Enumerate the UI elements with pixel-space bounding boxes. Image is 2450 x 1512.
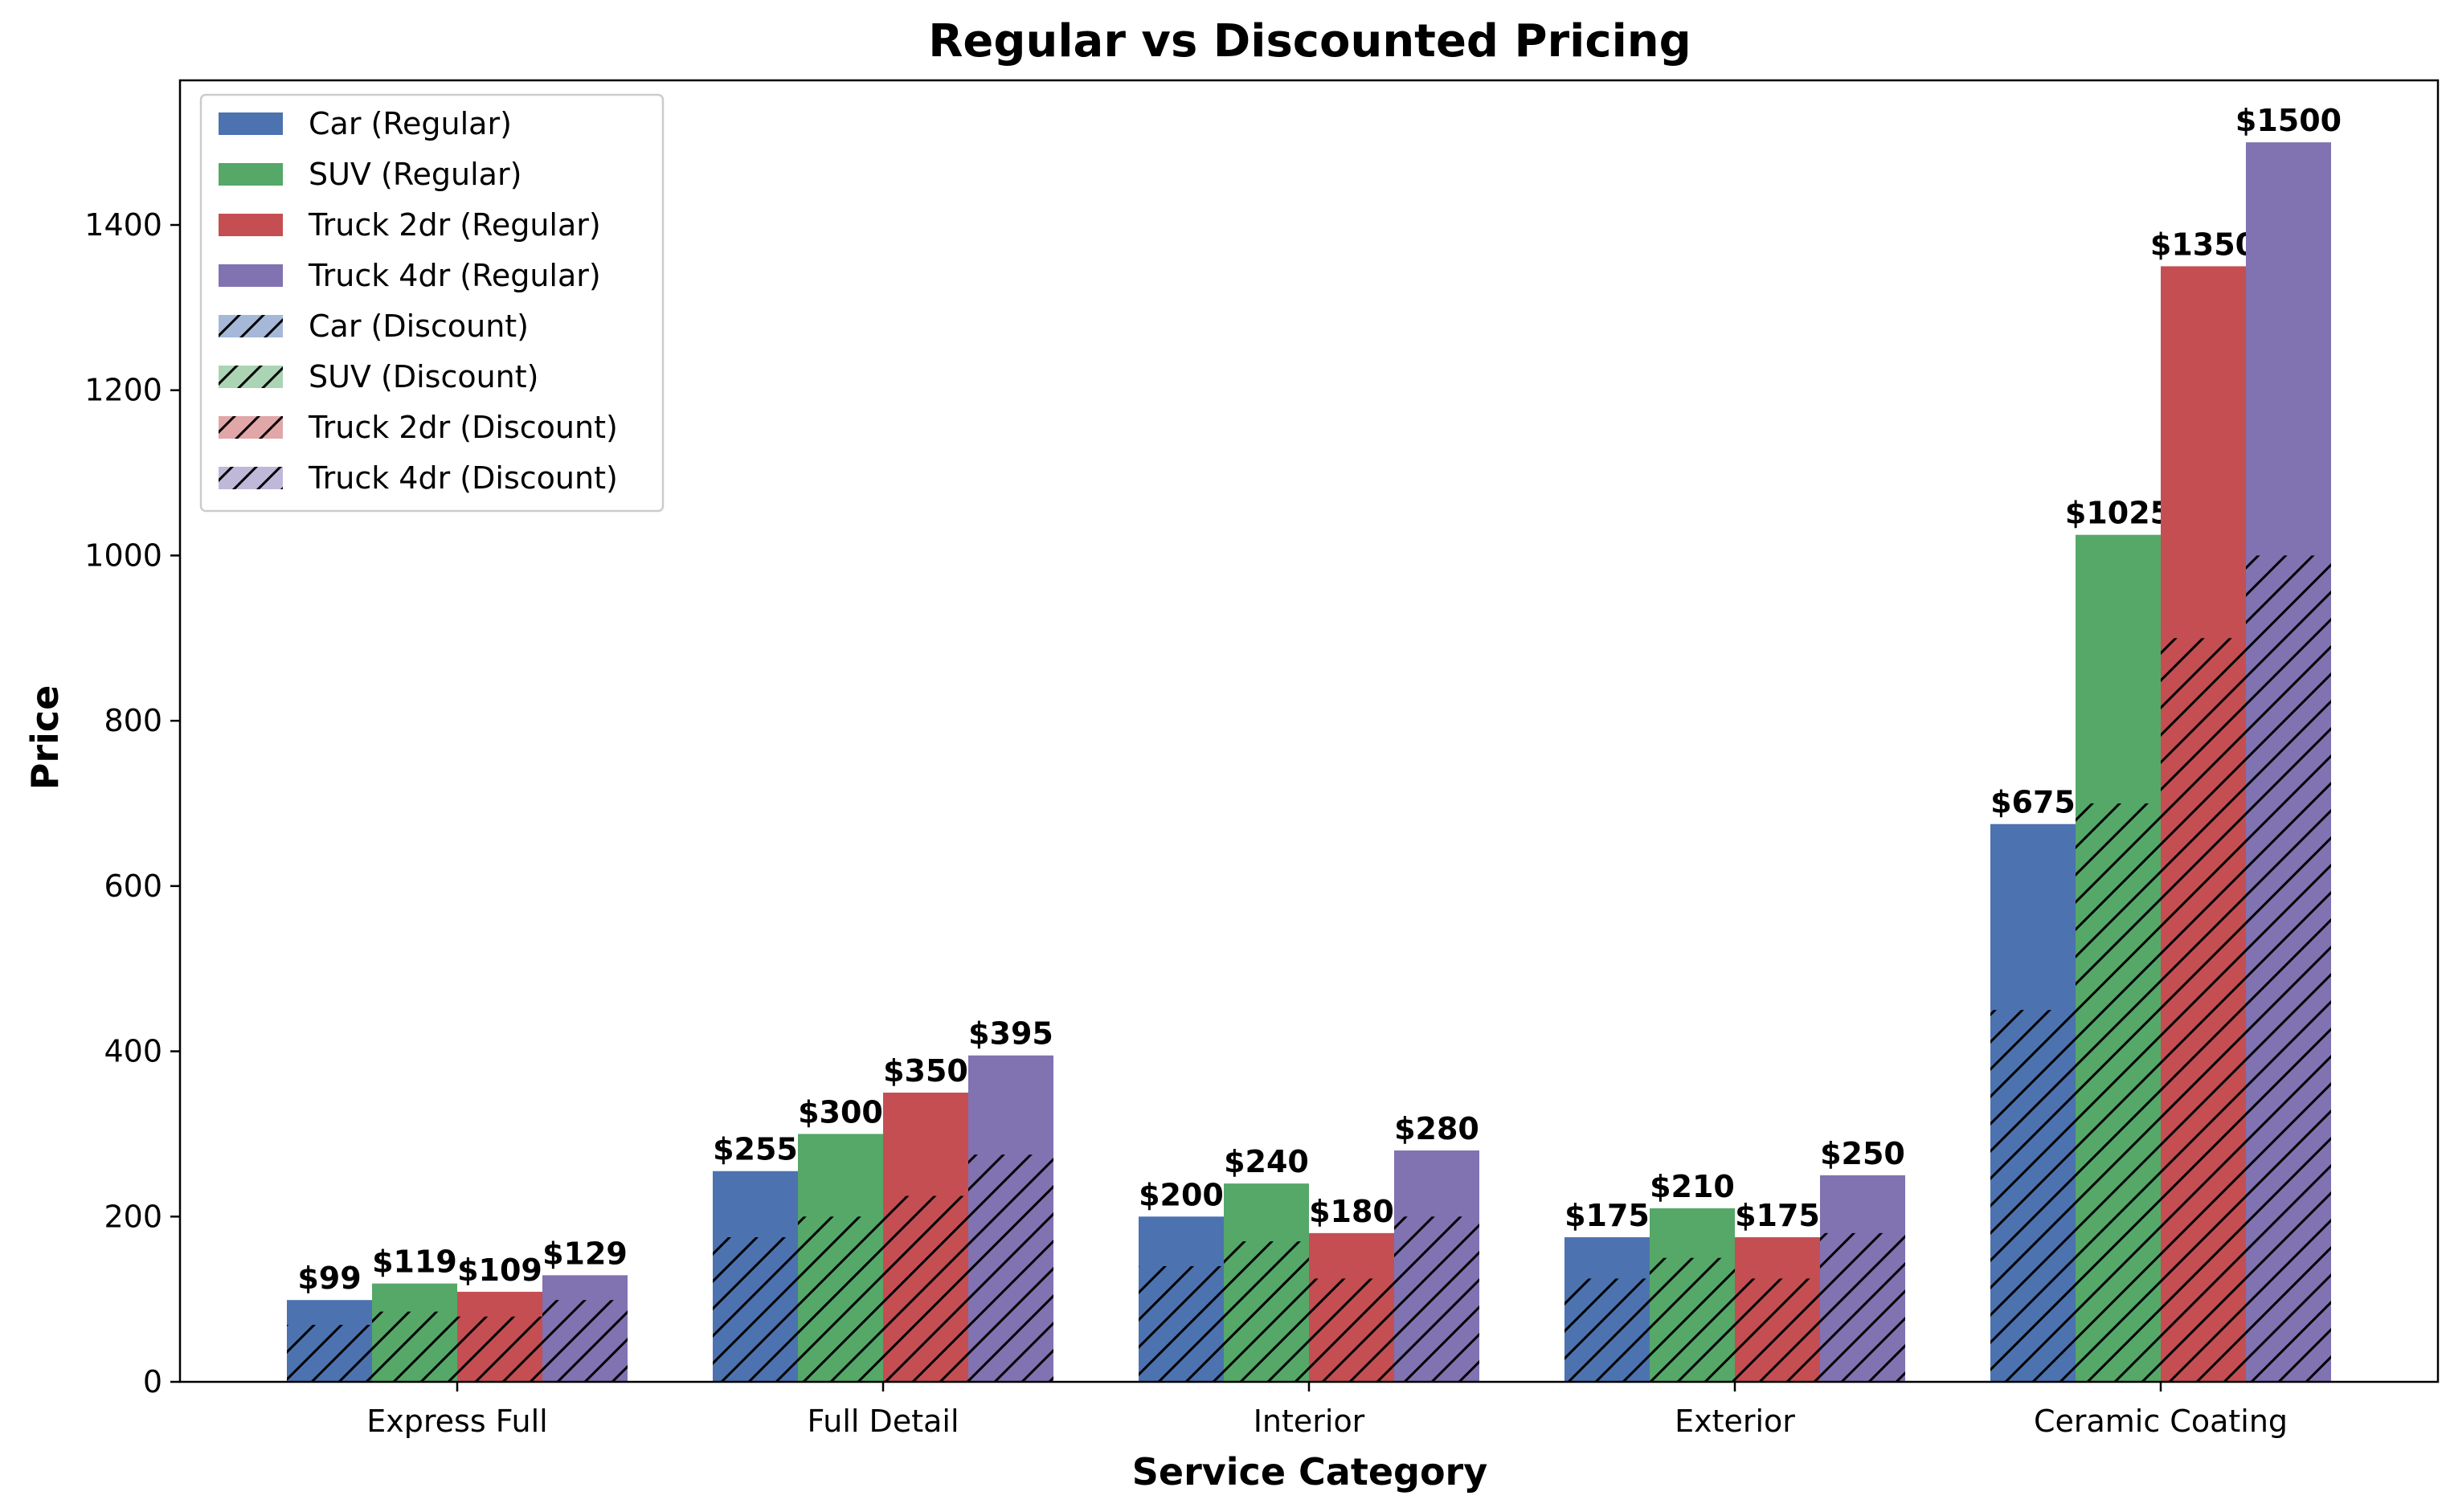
bar-suv-discount--interior: [1224, 1241, 1309, 1382]
bar-car-discount--interior: [1139, 1266, 1224, 1382]
value-label: $675: [1990, 785, 2076, 820]
y-tick-label: 1200: [84, 373, 162, 408]
value-label: $175: [1735, 1198, 1820, 1233]
value-label: $180: [1309, 1194, 1394, 1229]
legend-swatch-hatch: [219, 416, 283, 439]
legend-label: Car (Regular): [309, 106, 512, 141]
value-label: $395: [968, 1016, 1053, 1052]
y-tick-label: 0: [143, 1364, 162, 1400]
bar-suv-discount--express-full: [372, 1311, 457, 1382]
value-label: $1025: [2065, 496, 2171, 531]
bar-suv-discount--ceramic-coating: [2076, 803, 2161, 1382]
value-label: $255: [713, 1132, 798, 1167]
value-label: $119: [372, 1244, 457, 1280]
value-label: $99: [297, 1261, 361, 1296]
x-tick-label: Express Full: [366, 1404, 547, 1439]
bar-truck-2dr-discount--exterior: [1735, 1278, 1820, 1382]
legend-swatch-hatch: [219, 315, 283, 337]
bar-truck-4dr-discount--full-detail: [968, 1154, 1053, 1382]
bar-truck-2dr-discount--interior: [1309, 1278, 1394, 1382]
value-label: $1350: [2150, 227, 2256, 262]
x-tick-label: Full Detail: [808, 1404, 959, 1439]
legend-swatch: [219, 112, 283, 135]
legend-swatch: [219, 163, 283, 186]
value-label: $109: [457, 1253, 542, 1288]
value-label: $210: [1650, 1169, 1735, 1204]
legend-swatch: [219, 264, 283, 287]
legend-label: Truck 4dr (Discount): [308, 460, 618, 496]
bar-truck-2dr-discount--express-full: [457, 1316, 542, 1382]
value-label: $240: [1224, 1144, 1309, 1179]
bar-suv-discount--exterior: [1650, 1257, 1735, 1382]
legend-swatch-hatch: [219, 467, 283, 489]
y-tick-label: 800: [104, 703, 162, 738]
x-axis-label: Service Category: [1132, 1450, 1487, 1494]
y-tick-label: 200: [104, 1199, 162, 1234]
bar-truck-4dr-discount--exterior: [1820, 1232, 1905, 1382]
bar-truck-4dr-discount--express-full: [542, 1300, 628, 1382]
value-label: $300: [798, 1094, 883, 1130]
legend-box: [199, 93, 665, 513]
x-tick-label: Interior: [1254, 1404, 1365, 1439]
value-label: $200: [1139, 1177, 1224, 1212]
value-label: $280: [1394, 1111, 1479, 1146]
value-label: $350: [883, 1053, 968, 1089]
bar-car-discount--exterior: [1564, 1278, 1650, 1382]
legend-label: SUV (Regular): [309, 157, 521, 192]
bar-truck-4dr-discount--ceramic-coating: [2246, 555, 2331, 1382]
value-label: $250: [1820, 1136, 1905, 1171]
plot-area: $99 $119 $109 $129$255$300$350$395$200$240$…: [84, 79, 2440, 1439]
bar-car-discount--full-detail: [713, 1237, 798, 1382]
legend-swatch-hatch: [219, 366, 283, 388]
y-tick-label: 1400: [84, 207, 162, 243]
bar-car-discount--ceramic-coating: [1990, 1010, 2076, 1382]
chart-title: Regular vs Discounted Pricing: [928, 15, 1691, 67]
legend-label: Truck 4dr (Regular): [308, 258, 601, 293]
bar-truck-2dr-discount--full-detail: [883, 1195, 968, 1382]
legend-label: Truck 2dr (Regular): [308, 207, 601, 243]
bar-suv-discount--full-detail: [798, 1216, 883, 1382]
legend-label: Truck 2dr (Discount): [308, 410, 618, 445]
bar-truck-4dr-discount--interior: [1394, 1216, 1479, 1382]
y-tick-label: 600: [104, 868, 162, 904]
legend-label: Car (Discount): [309, 309, 529, 344]
y-tick-label: 1000: [84, 537, 162, 573]
x-tick-label: Ceramic Coating: [2034, 1404, 2288, 1439]
x-tick-label: Exterior: [1675, 1404, 1795, 1439]
bar-car-discount--express-full: [287, 1325, 372, 1382]
value-label: $129: [542, 1236, 628, 1271]
y-tick-label: 400: [104, 1034, 162, 1069]
legend-swatch: [219, 214, 283, 236]
value-label: $175: [1564, 1198, 1650, 1233]
y-axis-label: Price: [23, 685, 67, 791]
bar-truck-2dr-discount--ceramic-coating: [2161, 638, 2246, 1382]
value-label: $1500: [2235, 103, 2342, 138]
legend-label: SUV (Discount): [309, 359, 538, 394]
legend: Car (Regular) SUV (Regular) Truck 2dr (Reg…: [199, 93, 665, 513]
